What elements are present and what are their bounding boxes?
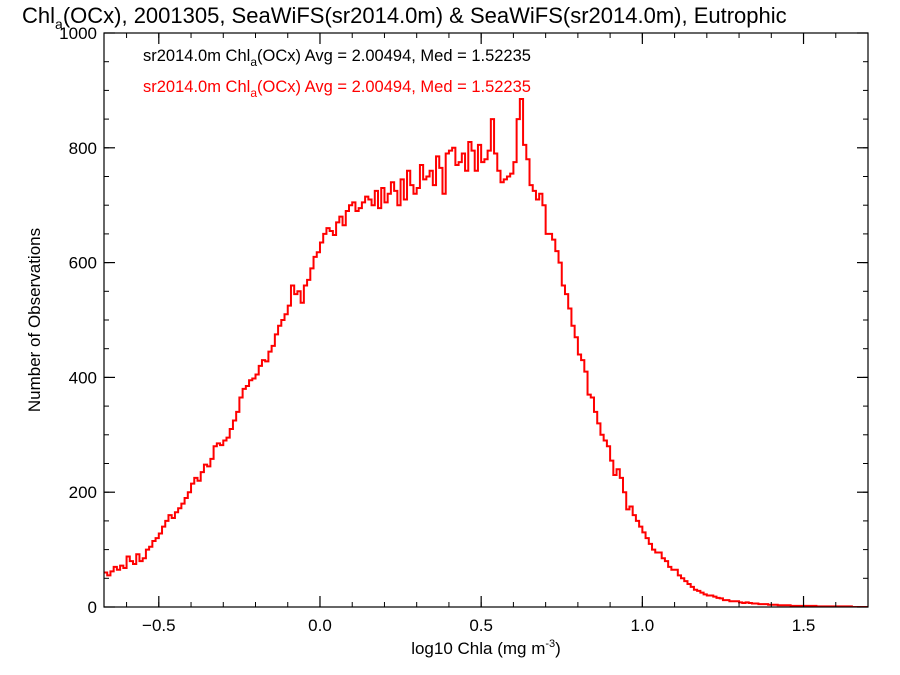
y-tick-label: 1000 — [59, 24, 97, 43]
xlabel-superscript: -3 — [545, 638, 555, 650]
x-tick-label: 1.0 — [631, 616, 655, 635]
y-tick-label: 0 — [88, 598, 97, 617]
legend-black-suffix: (OCx) Avg = 2.00494, Med = 1.52235 — [257, 47, 531, 65]
legend-red-subscript: a — [250, 86, 257, 100]
title-subscript: a — [55, 16, 63, 32]
legend-entry-red: sr2014.0m Chla(OCx) Avg = 2.00494, Med =… — [143, 78, 531, 100]
legend-red-prefix: sr2014.0m Chl — [143, 78, 250, 96]
x-tick-label: 1.5 — [792, 616, 816, 635]
x-tick-label: 0.5 — [469, 616, 493, 635]
ticks-layer: −0.5 0.0 0.5 1.0 1.5 0 200 400 600 800 1000 — [59, 24, 869, 635]
title-chl: Chl — [22, 3, 55, 28]
y-tick-label: 800 — [69, 139, 97, 158]
xlabel-main: log10 Chla (mg m — [411, 639, 545, 658]
x-axis-title: log10 Chla (mg m-3) — [411, 638, 561, 658]
legend-black-subscript: a — [250, 55, 257, 69]
x-tick-label: 0.0 — [308, 616, 332, 635]
y-tick-label: 200 — [69, 483, 97, 502]
y-tick-label: 400 — [69, 368, 97, 387]
xlabel-close: ) — [555, 639, 561, 658]
title-rest: (OCx), 2001305, SeaWiFS(sr2014.0m) & Sea… — [63, 3, 787, 28]
legend: sr2014.0m Chla(OCx) Avg = 2.00494, Med =… — [143, 47, 531, 100]
data-layer — [104, 98, 868, 607]
histogram-series-0 — [104, 98, 868, 607]
legend-black-prefix: sr2014.0m Chl — [143, 47, 250, 65]
legend-red-suffix: (OCx) Avg = 2.00494, Med = 1.52235 — [257, 78, 531, 96]
chart-title: Chla(OCx), 2001305, SeaWiFS(sr2014.0m) &… — [22, 3, 787, 32]
x-tick-label: −0.5 — [142, 616, 176, 635]
plot-frame — [103, 32, 869, 608]
y-tick-label: 600 — [69, 254, 97, 273]
legend-entry-black: sr2014.0m Chla(OCx) Avg = 2.00494, Med =… — [143, 47, 531, 69]
y-axis-title: Number of Observations — [25, 228, 44, 412]
